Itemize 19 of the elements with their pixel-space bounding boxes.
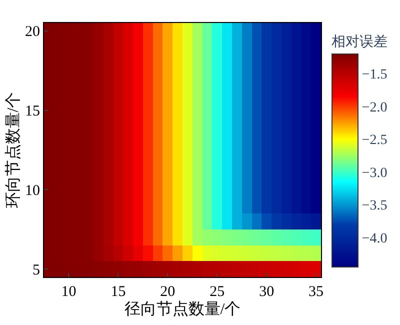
x-tick-label: 10 (61, 284, 76, 300)
x-tick-label: 30 (259, 284, 274, 300)
x-tick-label: 25 (210, 284, 225, 300)
x-tick-label: 20 (160, 284, 176, 300)
y-tick-label: 5 (32, 262, 40, 278)
color-bar-label: −2.0 (362, 100, 388, 116)
color-bar-label: −4.0 (362, 231, 388, 246)
color-bar-label: −3.0 (362, 166, 388, 181)
x-tick-label: 35 (308, 284, 324, 300)
y-tick-label: 10 (25, 182, 40, 199)
color-bar-label: −3.5 (362, 198, 388, 214)
x-tick-label: 15 (110, 284, 126, 300)
y-tick-label: 15 (25, 104, 40, 120)
y-axis-title: 环向节点数量/个 (4, 92, 22, 208)
y-tick-label: 20 (25, 24, 40, 40)
color-bar-title: 相对误差 (332, 34, 388, 50)
color-bar-label: −1.5 (362, 68, 388, 83)
x-axis-title: 径向节点数量/个 (124, 300, 241, 318)
color-bar-label: −2.5 (362, 133, 388, 148)
